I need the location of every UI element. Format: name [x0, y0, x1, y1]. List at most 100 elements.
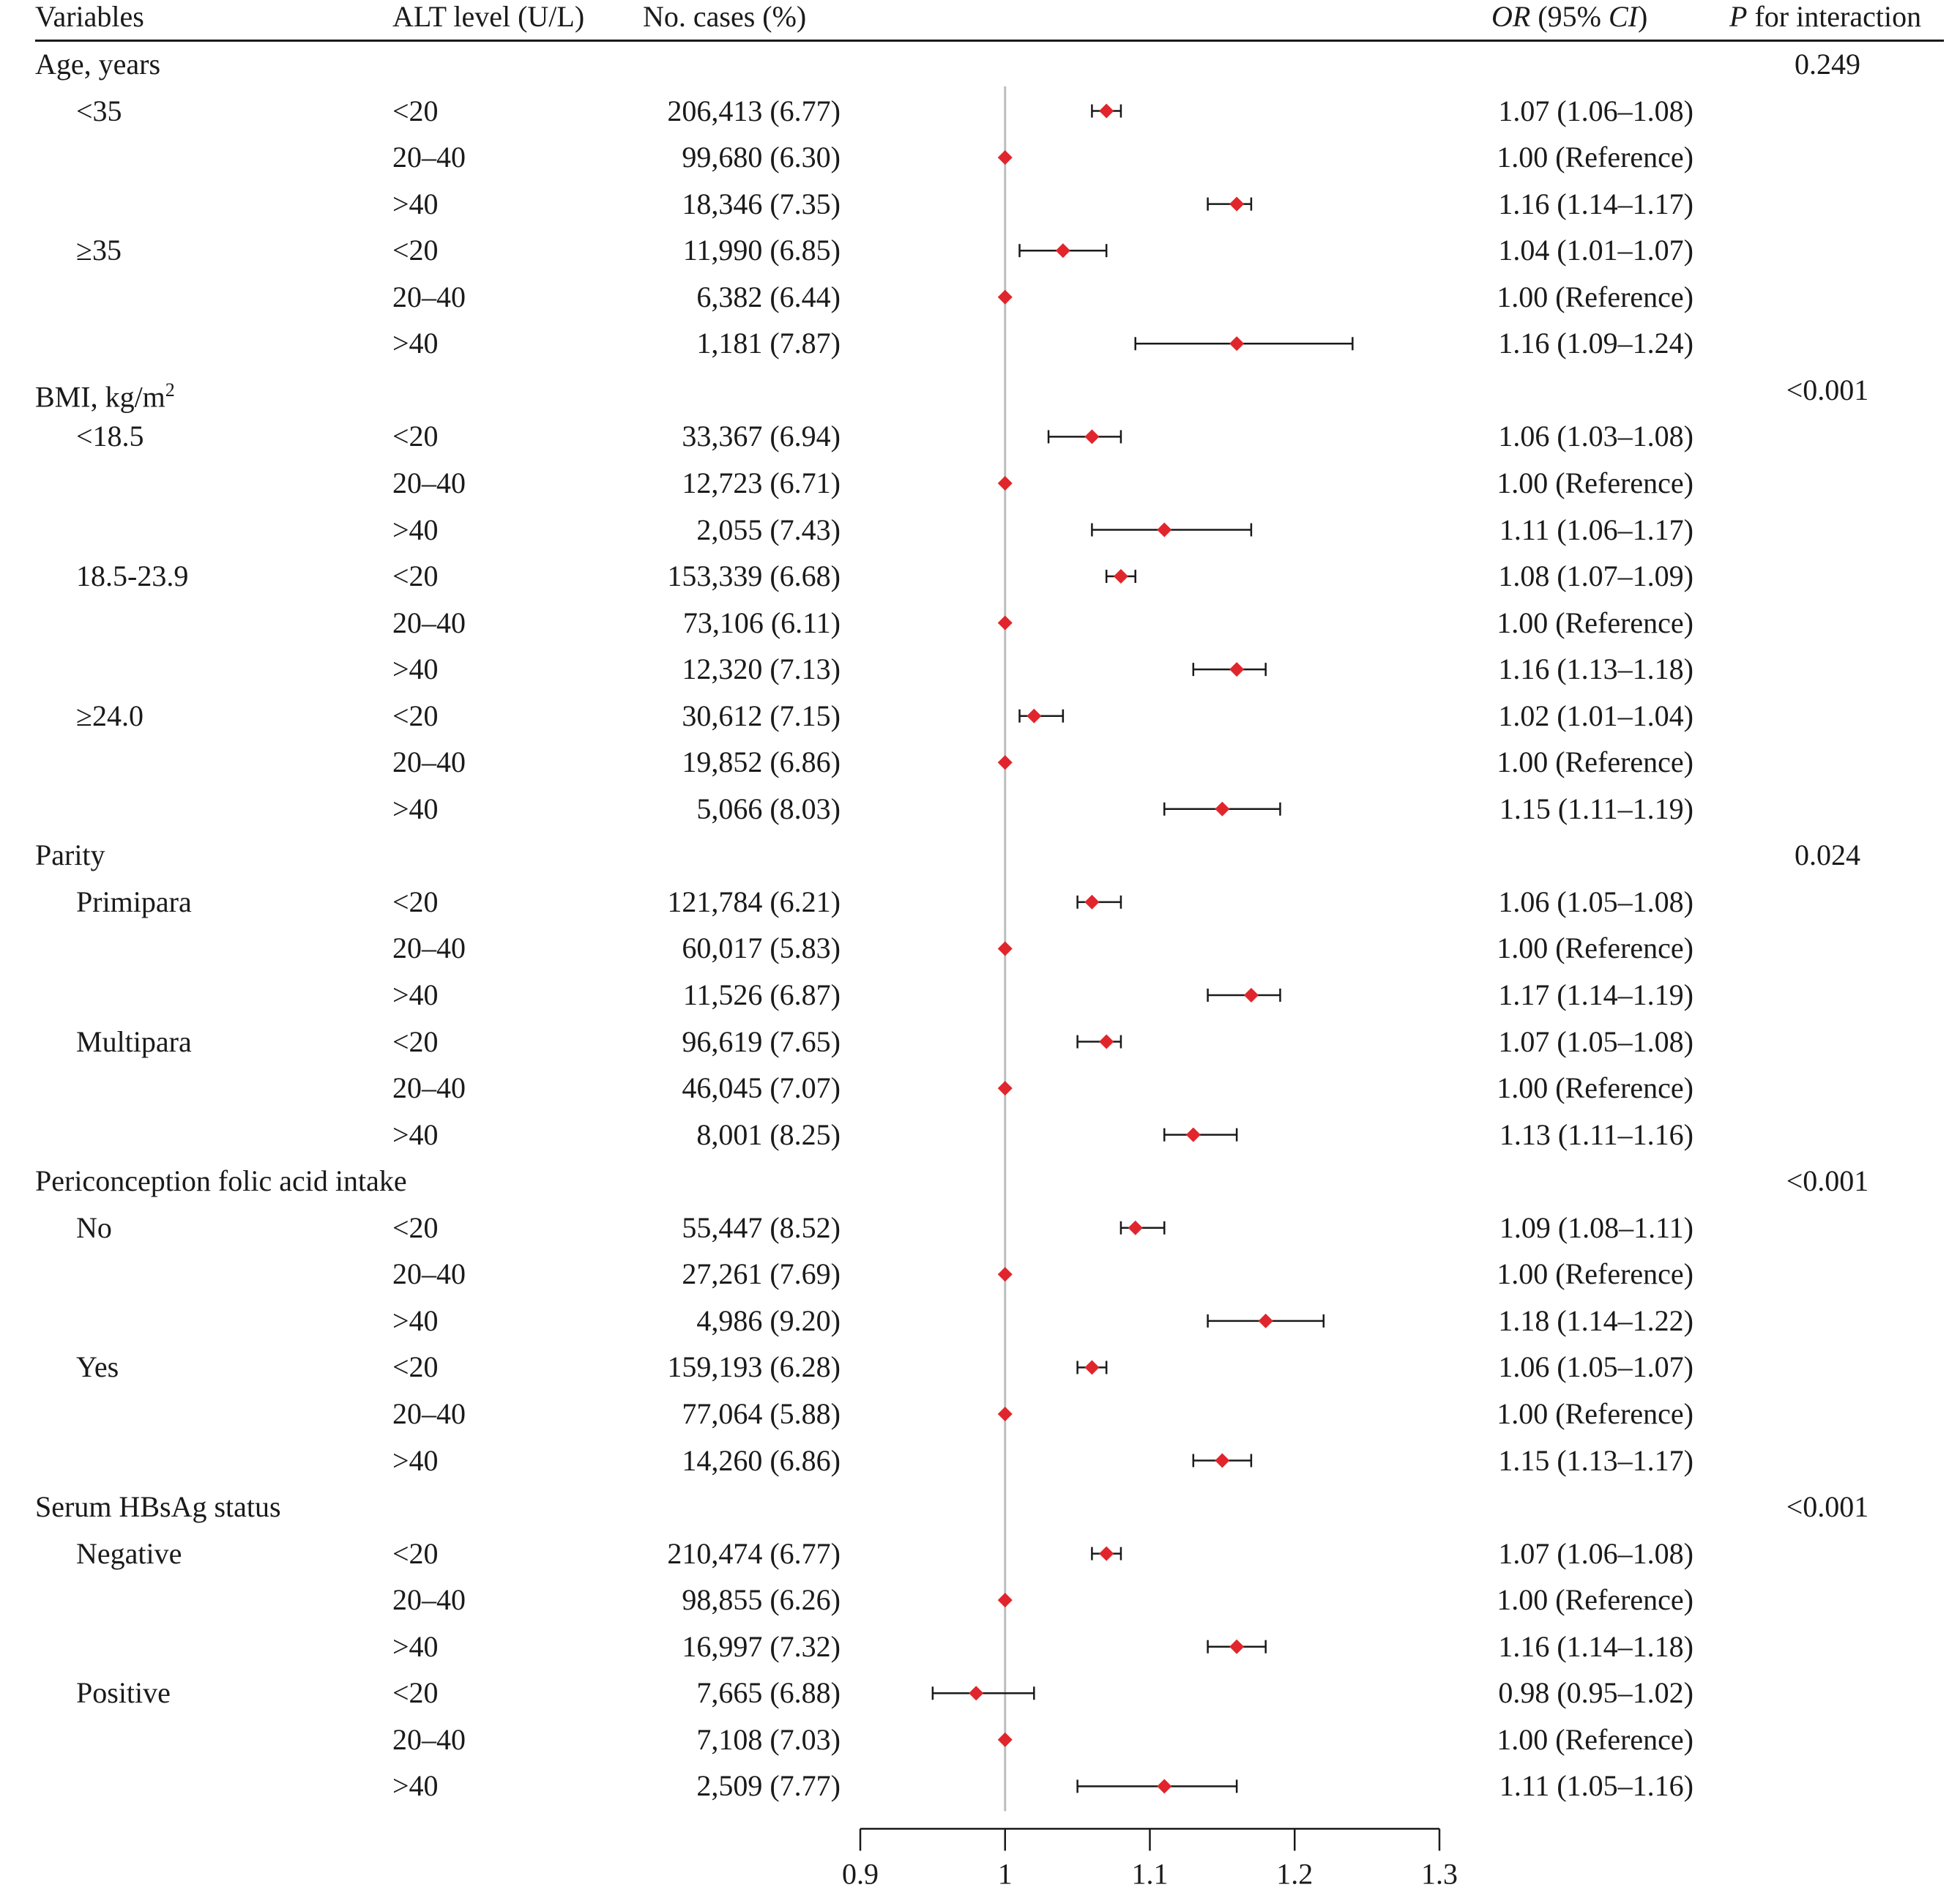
x-tick-label: 1.3 — [1421, 1857, 1458, 1890]
cases-count: 206,413 (6.77) — [667, 94, 841, 127]
or-marker — [997, 755, 1013, 770]
or-marker — [1099, 1546, 1114, 1561]
subgroup-label: <35 — [76, 94, 122, 127]
or-ci-text: 1.00 (Reference) — [1497, 931, 1693, 965]
cases-count: 73,106 (6.11) — [682, 606, 841, 639]
or-marker — [1229, 336, 1245, 351]
or-marker — [1157, 522, 1172, 537]
alt-level: <20 — [392, 1210, 439, 1244]
or-marker — [1084, 429, 1100, 444]
alt-level: 20–40 — [392, 1071, 466, 1105]
alt-level: <20 — [392, 1676, 439, 1710]
x-tick-label: 1.1 — [1132, 1857, 1169, 1890]
alt-level: 20–40 — [392, 1583, 466, 1617]
alt-level: 20–40 — [392, 1257, 466, 1291]
subgroup-label: No — [76, 1210, 112, 1244]
or-ci-text: 1.16 (1.14–1.18) — [1498, 1629, 1693, 1663]
or-ci-text: 1.16 (1.13–1.18) — [1498, 652, 1693, 686]
header-variables: Variables — [35, 0, 144, 33]
alt-level: 20–40 — [392, 606, 466, 639]
or-ci-text: 0.98 (0.95–1.02) — [1498, 1676, 1693, 1710]
cases-count: 30,612 (7.15) — [682, 699, 841, 732]
or-ci-text: 1.00 (Reference) — [1497, 1396, 1693, 1430]
or-marker — [1084, 894, 1100, 909]
alt-level: <20 — [392, 1350, 439, 1384]
group-label: BMI, kg/m2 — [35, 379, 175, 414]
cases-count: 16,997 (7.32) — [682, 1629, 841, 1663]
cases-count: 7,665 (6.88) — [696, 1676, 841, 1710]
alt-level: >40 — [392, 1769, 439, 1803]
alt-level: <20 — [392, 885, 439, 918]
alt-level: 20–40 — [392, 141, 466, 174]
p-interaction-value: <0.001 — [1786, 373, 1869, 406]
alt-level: 20–40 — [392, 745, 466, 779]
alt-level: >40 — [392, 978, 439, 1011]
or-ci-text: 1.00 (Reference) — [1497, 1583, 1693, 1617]
or-marker — [1026, 708, 1042, 723]
cases-count: 55,447 (8.52) — [682, 1210, 841, 1244]
header-ci-italic: CI — [1608, 0, 1638, 33]
or-marker — [1185, 1127, 1201, 1142]
or-ci-text: 1.07 (1.06–1.08) — [1498, 1536, 1693, 1570]
x-tick-label: 1.2 — [1276, 1857, 1313, 1890]
or-marker — [997, 941, 1013, 956]
cases-count: 2,509 (7.77) — [696, 1769, 841, 1803]
or-ci-text: 1.00 (Reference) — [1497, 606, 1693, 639]
cases-count: 77,064 (5.88) — [682, 1396, 841, 1430]
header-cases: No. cases (%) — [643, 0, 807, 33]
or-ci-text: 1.13 (1.11–1.16) — [1499, 1117, 1693, 1151]
alt-level: >40 — [392, 1443, 439, 1477]
alt-level: >40 — [392, 1303, 439, 1337]
or-ci-text: 1.16 (1.14–1.17) — [1498, 187, 1693, 220]
cases-count: 210,474 (6.77) — [667, 1536, 841, 1570]
or-marker — [1157, 1779, 1172, 1794]
header-or-italic: OR — [1491, 0, 1531, 33]
or-marker — [997, 1406, 1013, 1421]
alt-level: 20–40 — [392, 280, 466, 313]
or-marker — [1113, 569, 1128, 584]
or-ci-text: 1.00 (Reference) — [1497, 466, 1693, 499]
cases-count: 19,852 (6.86) — [682, 745, 841, 779]
subgroup-label: Multipara — [76, 1024, 192, 1058]
or-ci-text: 1.18 (1.14–1.22) — [1498, 1303, 1693, 1337]
or-marker — [1229, 1639, 1245, 1654]
or-ci-text: 1.00 (Reference) — [1497, 1071, 1693, 1105]
header-p-italic: P — [1729, 0, 1748, 33]
or-ci-text: 1.06 (1.05–1.08) — [1498, 885, 1693, 918]
cases-count: 96,619 (7.65) — [682, 1024, 841, 1058]
group-label: Parity — [35, 838, 105, 872]
alt-level: 20–40 — [392, 931, 466, 965]
alt-level: >40 — [392, 187, 439, 220]
or-marker — [1099, 103, 1114, 119]
x-tick-label: 0.9 — [842, 1857, 879, 1890]
header-p-rest: for interaction — [1747, 0, 1922, 33]
or-ci-text: 1.06 (1.05–1.07) — [1498, 1350, 1693, 1384]
or-marker — [1084, 1360, 1100, 1375]
or-ci-text: 1.00 (Reference) — [1497, 1257, 1693, 1291]
group-label: Serum HBsAg status — [35, 1490, 281, 1524]
alt-level: >40 — [392, 513, 439, 546]
group-label-superscript: 2 — [165, 379, 175, 401]
header-alt-level: ALT level (U/L) — [392, 0, 585, 33]
alt-level: <20 — [392, 420, 439, 453]
or-marker — [997, 1593, 1013, 1608]
p-interaction-value: <0.001 — [1786, 1490, 1869, 1524]
cases-count: 121,784 (6.21) — [667, 885, 841, 918]
or-marker — [1243, 988, 1259, 1002]
cases-count: 11,990 (6.85) — [682, 234, 841, 267]
or-ci-text: 1.11 (1.06–1.17) — [1499, 513, 1693, 546]
or-marker — [1229, 196, 1245, 212]
group-label: Periconception folic acid intake — [35, 1164, 407, 1198]
cases-count: 5,066 (8.03) — [696, 792, 841, 825]
or-marker — [1055, 243, 1070, 258]
or-marker — [1099, 1034, 1114, 1049]
cases-count: 98,855 (6.26) — [682, 1583, 841, 1617]
or-ci-text: 1.11 (1.05–1.16) — [1499, 1769, 1693, 1803]
cases-count: 7,108 (7.03) — [696, 1722, 841, 1756]
alt-level: 20–40 — [392, 466, 466, 499]
or-ci-text: 1.17 (1.14–1.19) — [1498, 978, 1693, 1011]
header-or-close: ) — [1637, 0, 1648, 33]
or-ci-text: 1.06 (1.03–1.08) — [1498, 420, 1693, 453]
subgroup-label: ≥24.0 — [76, 699, 144, 732]
or-ci-text: 1.15 (1.11–1.19) — [1499, 792, 1693, 825]
